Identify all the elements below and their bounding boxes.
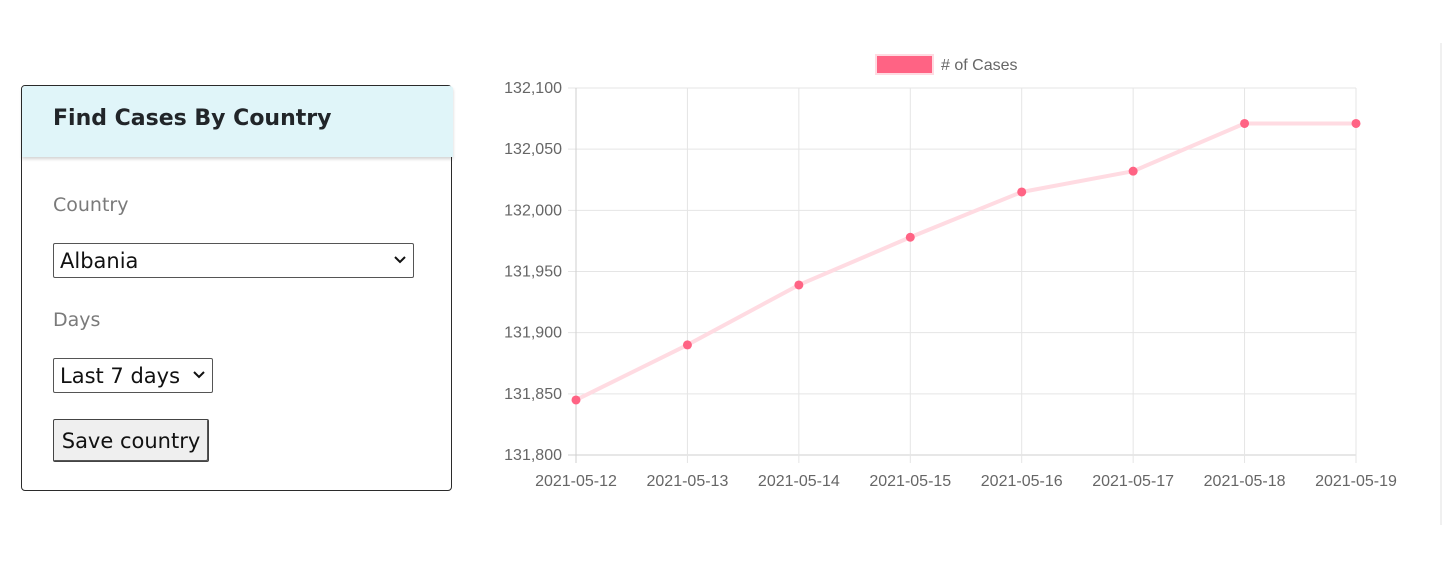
data-point	[1351, 118, 1361, 128]
x-tick-label: 2021-05-15	[869, 473, 951, 490]
scroll-edge	[1440, 43, 1442, 525]
x-tick-label: 2021-05-17	[1092, 473, 1174, 490]
country-label: Country	[53, 194, 129, 216]
x-tick-label: 2021-05-12	[535, 473, 617, 490]
y-tick-label: 132,000	[504, 202, 562, 219]
card-header: Find Cases By Country	[22, 86, 453, 157]
data-point	[794, 280, 804, 290]
x-tick-label: 2021-05-14	[758, 473, 840, 490]
x-tick-label: 2021-05-18	[1204, 473, 1286, 490]
y-tick-label: 131,950	[504, 264, 562, 281]
save-country-button[interactable]: Save country	[53, 419, 209, 462]
series-points	[571, 118, 1361, 405]
data-point	[682, 340, 692, 350]
y-tick-label: 131,800	[504, 447, 562, 464]
x-tick-label: 2021-05-16	[981, 473, 1063, 490]
legend-swatch	[875, 54, 934, 75]
data-point	[1240, 118, 1250, 128]
data-point	[571, 395, 581, 405]
days-select-value: Last 7 days	[60, 364, 181, 388]
data-point	[1128, 166, 1138, 176]
cases-chart: # of Cases 131,800 131,850 131,900 131,950 1…	[470, 40, 1420, 510]
chart-legend[interactable]: # of Cases	[875, 54, 1017, 75]
y-tick-label: 132,100	[504, 80, 562, 97]
days-select[interactable]: Last 7 days	[53, 358, 213, 393]
chevron-down-icon	[193, 371, 205, 379]
country-select[interactable]: Albania	[53, 243, 414, 278]
legend-label: # of Cases	[941, 57, 1017, 74]
card-title: Find Cases By Country	[53, 106, 332, 131]
data-point	[1017, 187, 1027, 197]
find-cases-card: Find Cases By Country Country Albania Da…	[21, 85, 453, 491]
chevron-down-icon	[394, 256, 406, 264]
cases-line-chart: # of Cases 131,800131,850131,900131,9501…	[504, 54, 1397, 490]
x-tick-label: 2021-05-13	[647, 473, 729, 490]
x-tick-label: 2021-05-19	[1315, 473, 1397, 490]
data-point	[905, 232, 915, 242]
y-tick-label: 131,850	[504, 386, 562, 403]
days-label: Days	[53, 309, 101, 331]
y-tick-label: 131,900	[504, 325, 562, 342]
series-line	[575, 121, 1356, 402]
country-select-value: Albania	[60, 249, 139, 273]
chart-grid	[568, 87, 1357, 463]
y-axis-ticks: 131,800 131,850 131,900 131,950 132,000 132,0…	[504, 80, 562, 464]
y-tick-label: 132,050	[504, 141, 562, 158]
x-axis-ticks: 2021-05-12 2021-05-13 2021-05-14 2021-05-15…	[535, 473, 1397, 490]
